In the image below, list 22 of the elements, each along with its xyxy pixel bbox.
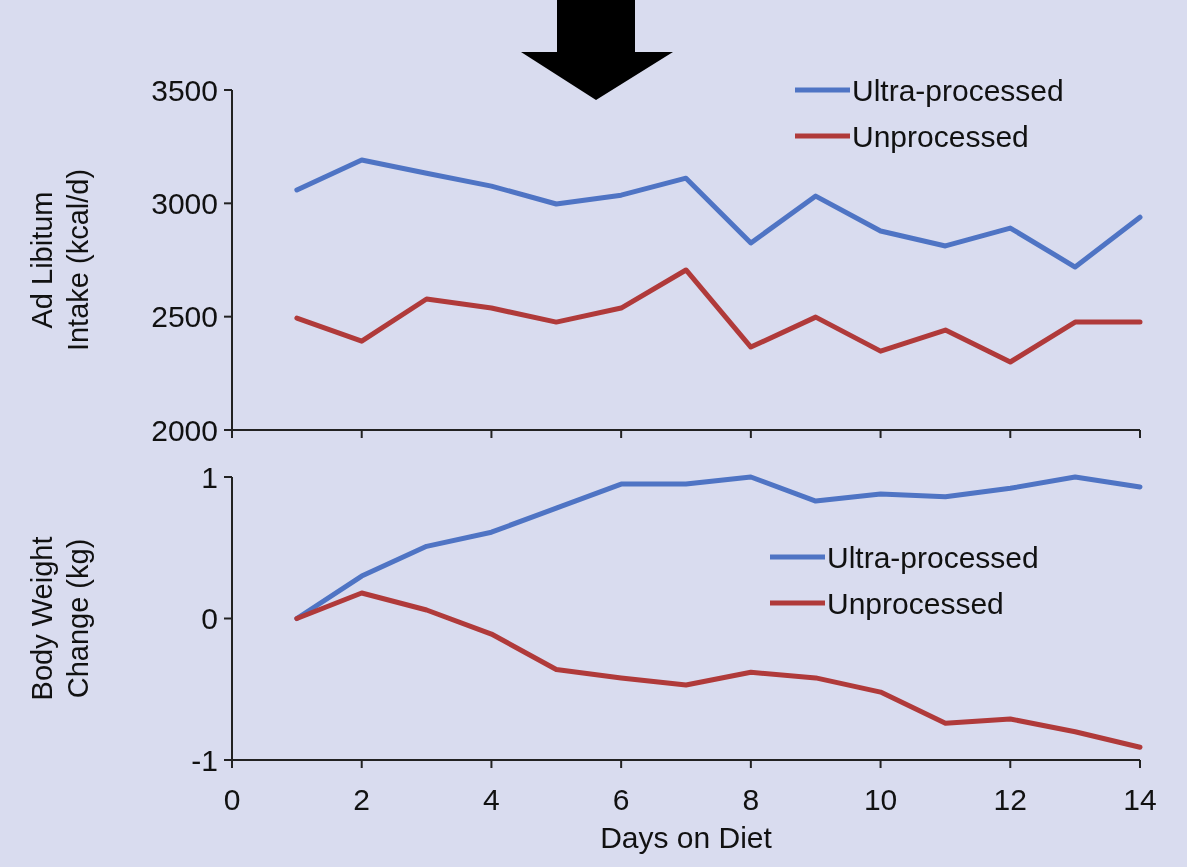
y-tick-label: -1 [191, 743, 218, 777]
y-tick-label: 3000 [151, 186, 218, 220]
x-tick-label: 8 [742, 783, 760, 816]
x-tick-label: 0 [223, 783, 241, 816]
x-tick-label: 10 [863, 783, 898, 816]
y-axis-title: Body Weight Change (kg) [26, 536, 94, 701]
y-tick-label: 0 [201, 602, 218, 635]
legend-label: Unprocessed [852, 119, 1029, 153]
x-axis-title: Days on Diet [600, 821, 773, 854]
legend-label: Unprocessed [827, 586, 1004, 620]
y-tick-label: 1 [201, 460, 218, 494]
x-tick-label: 6 [612, 783, 630, 816]
x-tick-label: 2 [353, 783, 371, 816]
x-tick-label: 14 [1123, 783, 1157, 816]
x-tick-label: 4 [483, 783, 500, 816]
x-tick-label: 12 [993, 783, 1027, 816]
legend-label: Ultra-processed [827, 540, 1039, 574]
legend-label: Ultra-processed [852, 73, 1064, 107]
y-axis-title: Ad Libitum Intake (kcal/d) [26, 168, 94, 352]
y-tick-label: 3500 [151, 73, 218, 107]
y-tick-label: 2000 [151, 413, 218, 447]
y-tick-label: 2500 [151, 300, 218, 334]
